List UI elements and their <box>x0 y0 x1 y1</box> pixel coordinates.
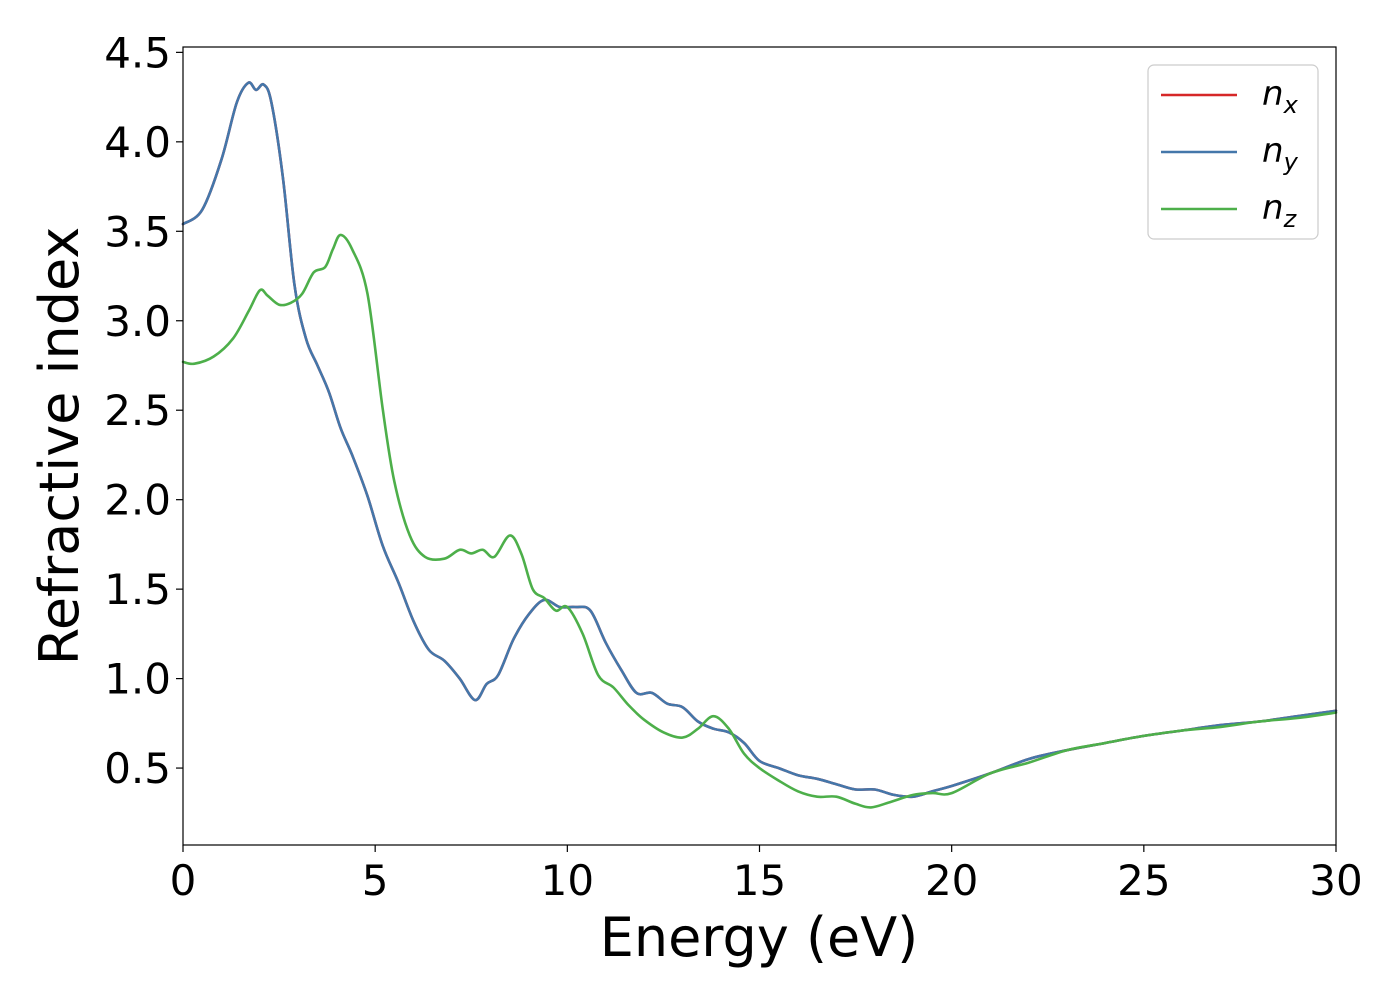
legend-label-y: ny <box>1262 131 1299 176</box>
x-tick-label: 15 <box>733 856 786 905</box>
legend-label-base: n <box>1262 188 1284 228</box>
series-line-z <box>181 233 1338 809</box>
legend-label-subscript: x <box>1283 91 1299 119</box>
x-tick-label: 30 <box>1309 856 1362 905</box>
y-tick-label: 3.5 <box>104 207 171 256</box>
x-tick-label: 20 <box>925 856 978 905</box>
y-tick-label: 2.0 <box>104 476 171 525</box>
legend-label-base: n <box>1262 74 1284 114</box>
y-tick-label: 1.5 <box>104 565 171 614</box>
y-tick-label: 4.0 <box>104 118 171 167</box>
y-axis: 0.5 1.0 1.5 2.0 2.5 3.0 3.5 4.0 4.5 <box>104 28 183 793</box>
x-axis: 0 5 10 15 20 25 30 <box>170 845 1363 905</box>
x-tick-label: 25 <box>1117 856 1170 905</box>
y-tick-label: 0.5 <box>104 744 171 793</box>
series-layer <box>181 81 1338 809</box>
x-tick-label: 10 <box>541 856 594 905</box>
y-axis-title: Refractive index <box>28 227 91 666</box>
legend-label-x: nx <box>1262 74 1299 119</box>
y-tick-label: 4.5 <box>104 28 171 77</box>
series-line-y <box>181 81 1338 799</box>
legend-label-subscript: y <box>1283 148 1299 176</box>
x-tick-label: 5 <box>362 856 389 905</box>
y-tick-label: 2.5 <box>104 386 171 435</box>
y-tick-label: 1.0 <box>104 655 171 704</box>
x-axis-title: Energy (eV) <box>600 906 919 969</box>
legend-label-z: nz <box>1262 188 1298 233</box>
legend-label-subscript: z <box>1283 205 1298 233</box>
y-tick-label: 3.0 <box>104 297 171 346</box>
x-tick-label: 0 <box>170 856 197 905</box>
legend-label-base: n <box>1262 131 1284 171</box>
